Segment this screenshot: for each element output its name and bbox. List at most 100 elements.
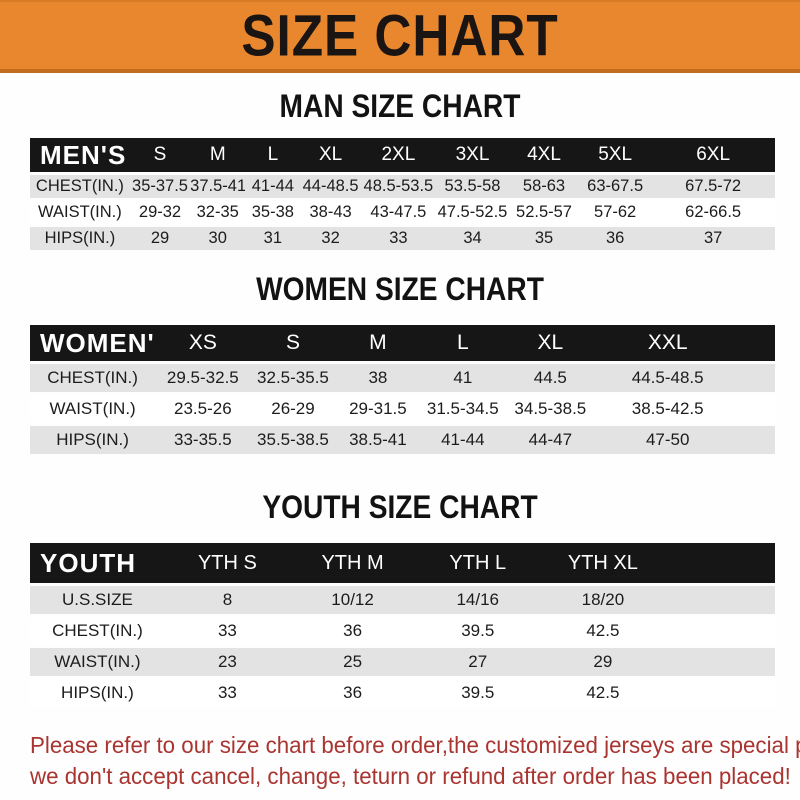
youth-table-title: YOUTH	[30, 543, 165, 583]
table-cell: 23	[164, 648, 290, 676]
table-cell: 32-35	[190, 201, 246, 224]
women-size-header-xxl: XXL	[595, 325, 740, 361]
men-size-header-3xl: 3XL	[436, 138, 509, 172]
men-size-table: MEN'S S M L XL 2XL 3XL 4XL 5XL 6XL CHEST…	[30, 135, 775, 253]
table-cell: 33	[164, 679, 290, 707]
youth-size-table: YOUTH YTH S YTH M YTH L YTH XL U.S.SIZE …	[30, 540, 775, 710]
women-header-row: WOMEN'S XS S M L XL XXL	[30, 325, 775, 361]
filler-cell	[739, 426, 775, 454]
table-cell: 41-44	[420, 426, 506, 454]
table-cell: 42.5	[540, 679, 666, 707]
women-waist-row: WAIST(IN.) 23.5-26 26-29 29-31.5 31.5-34…	[30, 395, 775, 423]
table-cell: 44-47	[505, 426, 596, 454]
youth-chest-row: CHEST(IN.) 33 36 39.5 42.5	[30, 617, 775, 645]
table-cell: 47-50	[595, 426, 740, 454]
disclaimer-text: Please refer to our size chart before or…	[30, 730, 800, 792]
table-cell: 41	[420, 364, 506, 392]
filler-cell	[665, 648, 775, 676]
youth-ussize-row: U.S.SIZE 8 10/12 14/16 18/20	[30, 586, 775, 614]
disclaimer-line-1: Please refer to our size chart before or…	[30, 732, 800, 758]
table-cell: 35.5-38.5	[250, 426, 336, 454]
table-cell: 26-29	[250, 395, 336, 423]
table-cell: 31.5-34.5	[420, 395, 506, 423]
page-title: SIZE CHART	[241, 3, 559, 68]
table-cell: 29	[129, 227, 191, 250]
filler-cell	[739, 364, 775, 392]
row-label: WAIST(IN.)	[30, 201, 130, 224]
table-cell: 41-44	[245, 175, 301, 198]
title-banner: SIZE CHART	[0, 0, 800, 73]
filler-cell	[665, 679, 775, 707]
table-cell: 38.5-41	[335, 426, 421, 454]
row-label: HIPS(IN.)	[30, 227, 130, 250]
table-cell: 33	[360, 227, 436, 250]
table-cell: 14/16	[415, 586, 541, 614]
table-cell: 42.5	[540, 617, 666, 645]
men-size-header-4xl: 4XL	[509, 138, 580, 172]
table-cell: 62-66.5	[651, 201, 775, 224]
youth-section: YOUTH SIZE CHART YOUTH YTH S YTH M YTH L…	[0, 489, 800, 710]
table-cell: 35-37.5	[129, 175, 191, 198]
filler-cell	[665, 543, 775, 583]
youth-size-header-s: YTH S	[164, 543, 290, 583]
men-section: MAN SIZE CHART MEN'S S M L XL 2XL 3XL 4X…	[0, 88, 800, 253]
row-label: CHEST(IN.)	[30, 617, 165, 645]
men-hips-row: HIPS(IN.) 29 30 31 32 33 34 35 36 37	[30, 227, 775, 250]
disclaimer-line-2: we don't accept cancel, change, teturn o…	[30, 763, 791, 789]
women-size-header-m: M	[335, 325, 421, 361]
table-cell: 34.5-38.5	[505, 395, 596, 423]
men-chest-row: CHEST(IN.) 35-37.5 37.5-41 41-44 44-48.5…	[30, 175, 775, 198]
table-cell: 35	[509, 227, 580, 250]
men-header-row: MEN'S S M L XL 2XL 3XL 4XL 5XL 6XL	[30, 138, 775, 172]
women-section-heading: WOMEN SIZE CHART	[256, 271, 544, 307]
men-size-header-l: L	[245, 138, 301, 172]
table-cell: 37.5-41	[190, 175, 246, 198]
table-cell: 30	[190, 227, 246, 250]
women-size-header-xl: XL	[505, 325, 596, 361]
table-cell: 10/12	[290, 586, 416, 614]
youth-header-row: YOUTH YTH S YTH M YTH L YTH XL	[30, 543, 775, 583]
men-section-heading: MAN SIZE CHART	[279, 88, 521, 124]
table-cell: 29-32	[129, 201, 191, 224]
men-size-header-s: S	[129, 138, 191, 172]
men-size-header-m: M	[190, 138, 246, 172]
table-cell: 33-35.5	[155, 426, 251, 454]
table-cell: 52.5-57	[509, 201, 580, 224]
table-cell: 44.5	[505, 364, 596, 392]
table-cell: 38-43	[300, 201, 361, 224]
table-cell: 48.5-53.5	[360, 175, 436, 198]
filler-cell	[665, 617, 775, 645]
table-cell: 44.5-48.5	[595, 364, 740, 392]
table-cell: 29.5-32.5	[155, 364, 251, 392]
table-cell: 33	[164, 617, 290, 645]
table-cell: 31	[245, 227, 301, 250]
table-cell: 36	[579, 227, 652, 250]
men-size-header-xl: XL	[300, 138, 361, 172]
women-hips-row: HIPS(IN.) 33-35.5 35.5-38.5 38.5-41 41-4…	[30, 426, 775, 454]
table-cell: 29-31.5	[335, 395, 421, 423]
women-size-table: WOMEN'S XS S M L XL XXL CHEST(IN.) 29.5-…	[30, 322, 775, 457]
youth-size-header-m: YTH M	[290, 543, 416, 583]
row-label: CHEST(IN.)	[30, 175, 130, 198]
table-cell: 37	[651, 227, 775, 250]
table-cell: 27	[415, 648, 541, 676]
row-label: HIPS(IN.)	[30, 679, 165, 707]
table-cell: 39.5	[415, 617, 541, 645]
women-section: WOMEN SIZE CHART WOMEN'S XS S M L XL XXL	[0, 271, 800, 457]
table-cell: 32.5-35.5	[250, 364, 336, 392]
table-cell: 36	[290, 679, 416, 707]
youth-section-heading: YOUTH SIZE CHART	[262, 489, 538, 525]
table-cell: 25	[290, 648, 416, 676]
row-label: U.S.SIZE	[30, 586, 165, 614]
table-cell: 53.5-58	[436, 175, 509, 198]
table-cell: 35-38	[245, 201, 301, 224]
filler-cell	[665, 586, 775, 614]
row-label: WAIST(IN.)	[30, 395, 156, 423]
women-chest-row: CHEST(IN.) 29.5-32.5 32.5-35.5 38 41 44.…	[30, 364, 775, 392]
table-cell: 38	[335, 364, 421, 392]
table-cell: 63-67.5	[579, 175, 652, 198]
men-size-header-5xl: 5XL	[579, 138, 652, 172]
row-label: WAIST(IN.)	[30, 648, 165, 676]
row-label: HIPS(IN.)	[30, 426, 156, 454]
youth-size-header-l: YTH L	[415, 543, 541, 583]
